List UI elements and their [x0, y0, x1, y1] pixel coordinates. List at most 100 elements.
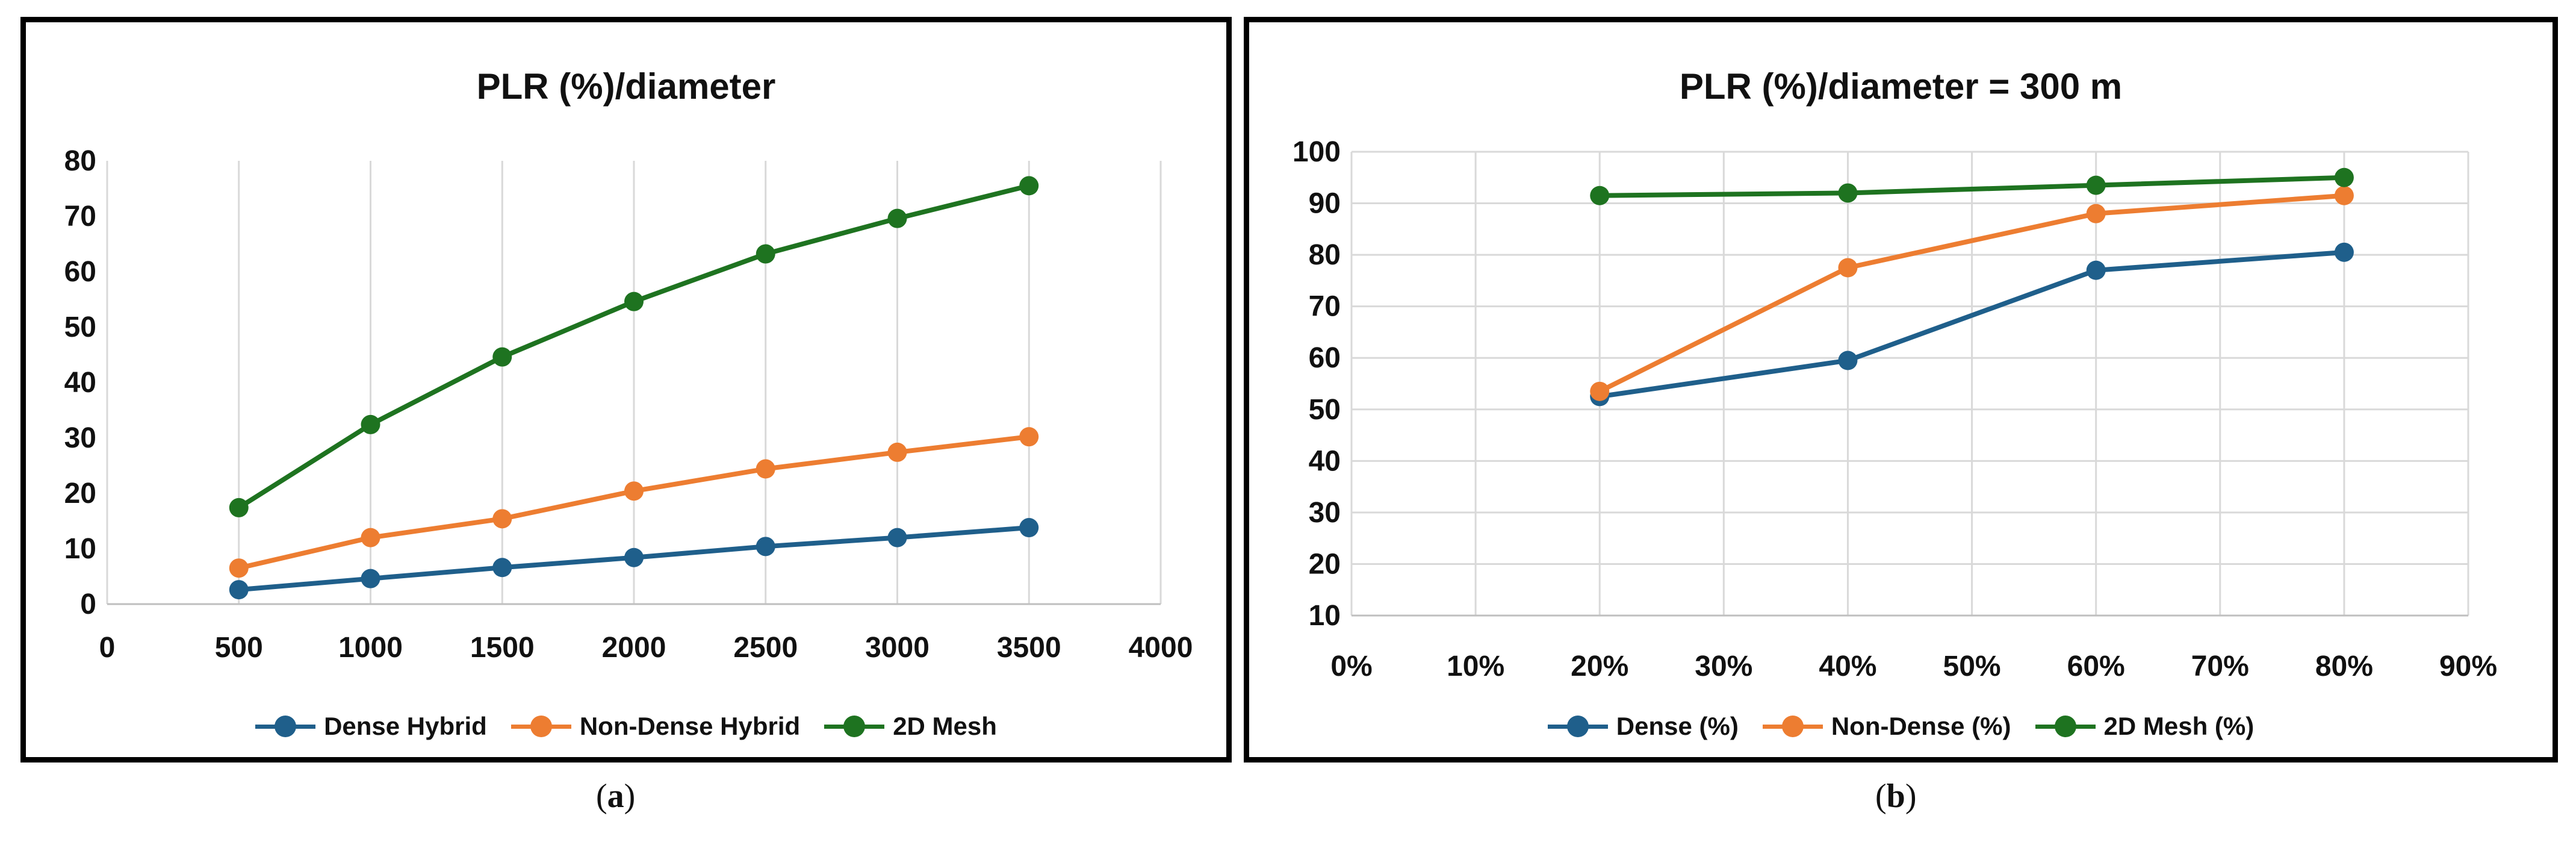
- data-point: [2334, 242, 2354, 262]
- data-point: [229, 497, 249, 517]
- data-point: [2086, 175, 2106, 195]
- data-point: [361, 528, 380, 547]
- series-non-dense: [1590, 186, 2354, 401]
- chart-title: PLR (%)/diameter: [476, 66, 776, 107]
- x-tick-label: 1000: [338, 632, 403, 664]
- x-tick-label: 20%: [1571, 650, 1628, 682]
- chart-title: PLR (%)/diameter = 300 m: [1679, 66, 2123, 107]
- data-point: [1019, 176, 1039, 196]
- legend-label: 2D Mesh: [893, 712, 997, 740]
- x-tick-label: 0: [99, 632, 116, 664]
- data-point: [492, 558, 512, 578]
- data-point: [1019, 518, 1039, 538]
- y-tick-label: 80: [1309, 239, 1341, 271]
- legend: Dense (%) Non-Dense (%) 2D Mesh (%): [1249, 712, 2553, 741]
- legend-marker-icon: [1547, 714, 1608, 738]
- gridlines: [1350, 151, 2469, 617]
- legend: Dense Hybrid Non-Dense Hybrid 2D Mesh: [26, 712, 1226, 741]
- series-2d-mesh: [229, 176, 1039, 517]
- x-tick-label: 500: [215, 632, 263, 664]
- legend-label: Dense Hybrid: [324, 712, 487, 740]
- data-point: [624, 547, 644, 567]
- x-tick-label: 10%: [1447, 650, 1504, 682]
- y-tick-label: 40: [1309, 445, 1341, 477]
- x-tick-label: 4000: [1129, 632, 1193, 664]
- x-tick-label: 0%: [1330, 650, 1372, 682]
- data-point: [1019, 427, 1039, 447]
- series-line: [1599, 249, 2345, 399]
- y-tick-label: 70: [1309, 291, 1341, 323]
- x-tick-label: 2000: [602, 632, 666, 664]
- x-tick-label: 30%: [1695, 650, 1752, 682]
- data-point: [756, 537, 775, 557]
- legend-item-non-dense: Non-Dense (%): [1762, 712, 2011, 741]
- chart-panel-a: PLR (%)/diameter 0 500 1000 1500 2000 2500 300…: [20, 17, 1232, 762]
- legend-marker-icon: [1762, 714, 1823, 738]
- data-point: [887, 528, 907, 547]
- data-point: [756, 244, 775, 264]
- x-tick-label: 70%: [2191, 650, 2249, 682]
- data-point: [1838, 351, 1858, 370]
- legend-item-2d-mesh: 2D Mesh (%): [2035, 712, 2255, 741]
- legend-marker-icon: [255, 714, 316, 738]
- series-2d-mesh: [1590, 167, 2354, 205]
- data-point: [1590, 186, 1610, 205]
- y-tick-label: 80: [64, 145, 96, 177]
- x-tick-label: 50%: [1943, 650, 2001, 682]
- data-point: [887, 208, 907, 228]
- y-tick-label: 20: [1309, 548, 1341, 580]
- y-tick-label: 60: [1309, 342, 1341, 374]
- y-tick-label: 10: [1309, 600, 1341, 632]
- series-dense-hybrid: [229, 518, 1039, 600]
- legend-item-dense-hybrid: Dense Hybrid: [255, 712, 487, 741]
- y-tick-label: 30: [1309, 497, 1341, 529]
- y-tick-label: 50: [64, 311, 96, 343]
- legend-marker-icon: [2035, 714, 2096, 738]
- data-point: [1590, 381, 1610, 401]
- plot-area: 0 500 1000 1500 2000 2500 3000 3500 4000 0 10 20 30 4…: [64, 145, 1193, 664]
- legend-label: Dense (%): [1616, 712, 1739, 740]
- series-line: [1598, 193, 2345, 394]
- data-point: [624, 292, 644, 311]
- data-point: [2334, 167, 2354, 187]
- plot-area: 0% 10% 20% 30% 40% 50% 60% 70% 80% 90% 10 20 30 40 50 6…: [1293, 136, 2497, 682]
- data-point: [2086, 204, 2106, 223]
- x-tick-label: 1500: [470, 632, 535, 664]
- legend-item-non-dense-hybrid: Non-Dense Hybrid: [511, 712, 800, 741]
- legend-item-2d-mesh: 2D Mesh: [824, 712, 997, 741]
- chart-panel-b: PLR (%)/diameter = 300 m 0% 10% 20% 30% 40% 5…: [1244, 17, 2558, 762]
- series-non-dense-hybrid: [229, 427, 1039, 578]
- data-point: [229, 580, 249, 600]
- legend-marker-icon: [824, 714, 885, 738]
- caption-a: (a): [596, 778, 636, 815]
- y-tick-label: 70: [64, 201, 96, 232]
- y-tick-label: 60: [64, 256, 96, 288]
- y-tick-label: 10: [64, 533, 96, 565]
- legend-label: Non-Dense (%): [1831, 712, 2011, 740]
- data-point: [624, 481, 644, 501]
- x-tick-label: 2500: [733, 632, 798, 664]
- gridlines: [106, 161, 1162, 604]
- y-tick-label: 0: [80, 588, 96, 620]
- legend-label: 2D Mesh (%): [2103, 712, 2255, 740]
- x-tick-label: 40%: [1819, 650, 1876, 682]
- series-line: [1600, 175, 2345, 198]
- y-tick-label: 40: [64, 367, 96, 399]
- data-point: [492, 347, 512, 367]
- legend-marker-icon: [511, 714, 571, 738]
- data-point: [361, 569, 380, 588]
- caption-b: (b): [1875, 778, 1917, 815]
- data-point: [1838, 183, 1858, 203]
- y-tick-label: 90: [1309, 188, 1341, 220]
- data-point: [887, 442, 907, 462]
- data-point: [1838, 258, 1858, 278]
- x-tick-label: 90%: [2439, 650, 2497, 682]
- data-point: [229, 558, 249, 578]
- y-tick-label: 50: [1309, 394, 1341, 426]
- y-tick-label: 20: [64, 478, 96, 510]
- legend-label: Non-Dense Hybrid: [579, 712, 801, 740]
- data-point: [361, 414, 380, 434]
- x-tick-label: 3000: [865, 632, 930, 664]
- y-tick-label: 100: [1293, 136, 1341, 168]
- x-tick-label: 3500: [997, 632, 1061, 664]
